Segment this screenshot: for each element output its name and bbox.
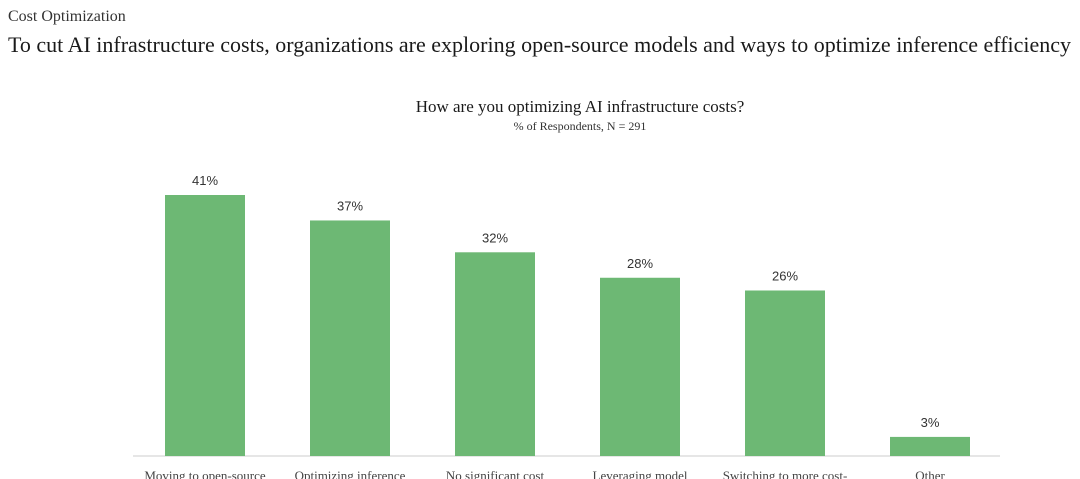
- bar-1: [165, 195, 245, 456]
- value-label-4: 28%: [627, 256, 653, 271]
- category-label-4: Leveraging model: [593, 468, 688, 479]
- bar-2: [310, 220, 390, 456]
- value-label-6: 3%: [921, 415, 940, 430]
- category-label-2: Optimizing inference: [295, 468, 406, 479]
- value-label-5: 26%: [772, 268, 798, 283]
- bar-6: [890, 436, 970, 456]
- page-headline: To cut AI infrastructure costs, organiza…: [8, 32, 1072, 57]
- category-label-3: No significant cost: [446, 468, 545, 479]
- value-label-3: 32%: [482, 230, 508, 245]
- bar-3: [455, 252, 535, 456]
- value-label-1: 41%: [192, 173, 218, 188]
- chart-subtitle: % of Respondents, N = 291: [513, 119, 647, 133]
- bar-4: [600, 277, 680, 456]
- bar-5: [745, 290, 825, 456]
- value-label-2: 37%: [337, 198, 363, 213]
- category-label-6: Other: [915, 468, 945, 479]
- category-label-5: Switching to more cost-: [723, 468, 848, 479]
- section-eyebrow: Cost Optimization: [8, 8, 126, 25]
- chart-title: How are you optimizing AI infrastructure…: [415, 97, 745, 116]
- category-label-1: Moving to open-source: [144, 468, 266, 479]
